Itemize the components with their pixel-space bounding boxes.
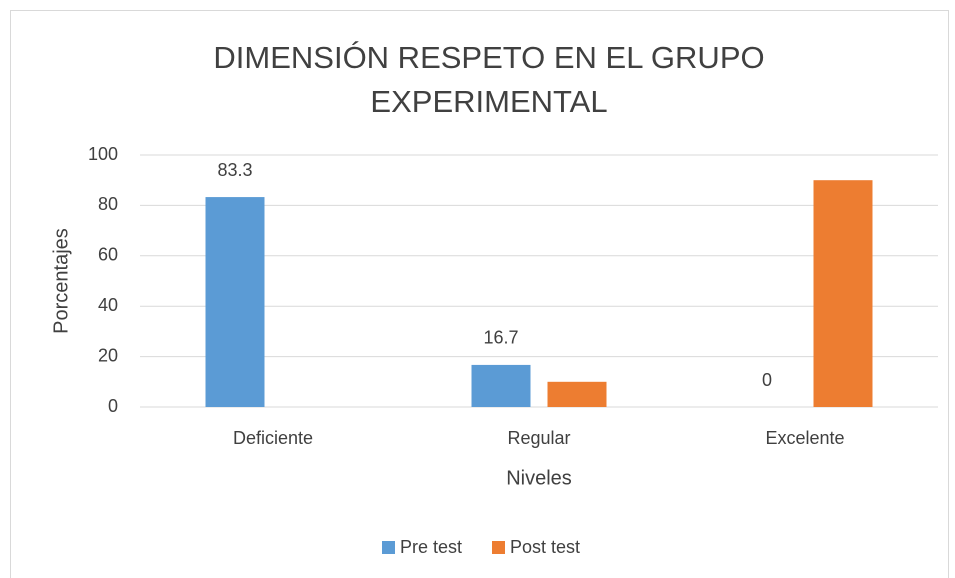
- y-tick-label: 40: [98, 295, 118, 315]
- legend-swatch: [492, 541, 505, 554]
- legend-label: Post test: [510, 537, 580, 557]
- chart-title: EXPERIMENTAL: [370, 84, 607, 119]
- y-tick-label: 60: [98, 245, 118, 265]
- y-tick-label: 20: [98, 345, 118, 365]
- bar: [205, 197, 265, 407]
- y-tick-label: 80: [98, 194, 118, 214]
- chart-frame: [10, 10, 949, 578]
- data-label: 16.7: [483, 328, 518, 348]
- data-label: 83.3: [217, 160, 252, 180]
- bar: [547, 381, 607, 407]
- y-axis-label: Porcentajes: [50, 228, 72, 334]
- x-tick-label: Excelente: [765, 428, 844, 448]
- bar: [471, 364, 531, 407]
- y-tick-label: 0: [108, 396, 118, 416]
- legend-label: Pre test: [400, 537, 462, 557]
- x-tick-label: Regular: [507, 428, 570, 448]
- data-label: 0: [762, 370, 772, 390]
- legend-swatch: [382, 541, 395, 554]
- x-tick-label: Deficiente: [233, 428, 313, 448]
- y-tick-label: 100: [88, 144, 118, 164]
- x-axis-label: Niveles: [506, 467, 572, 489]
- chart-title: DIMENSIÓN RESPETO EN EL GRUPO: [213, 40, 764, 75]
- bar: [813, 180, 873, 407]
